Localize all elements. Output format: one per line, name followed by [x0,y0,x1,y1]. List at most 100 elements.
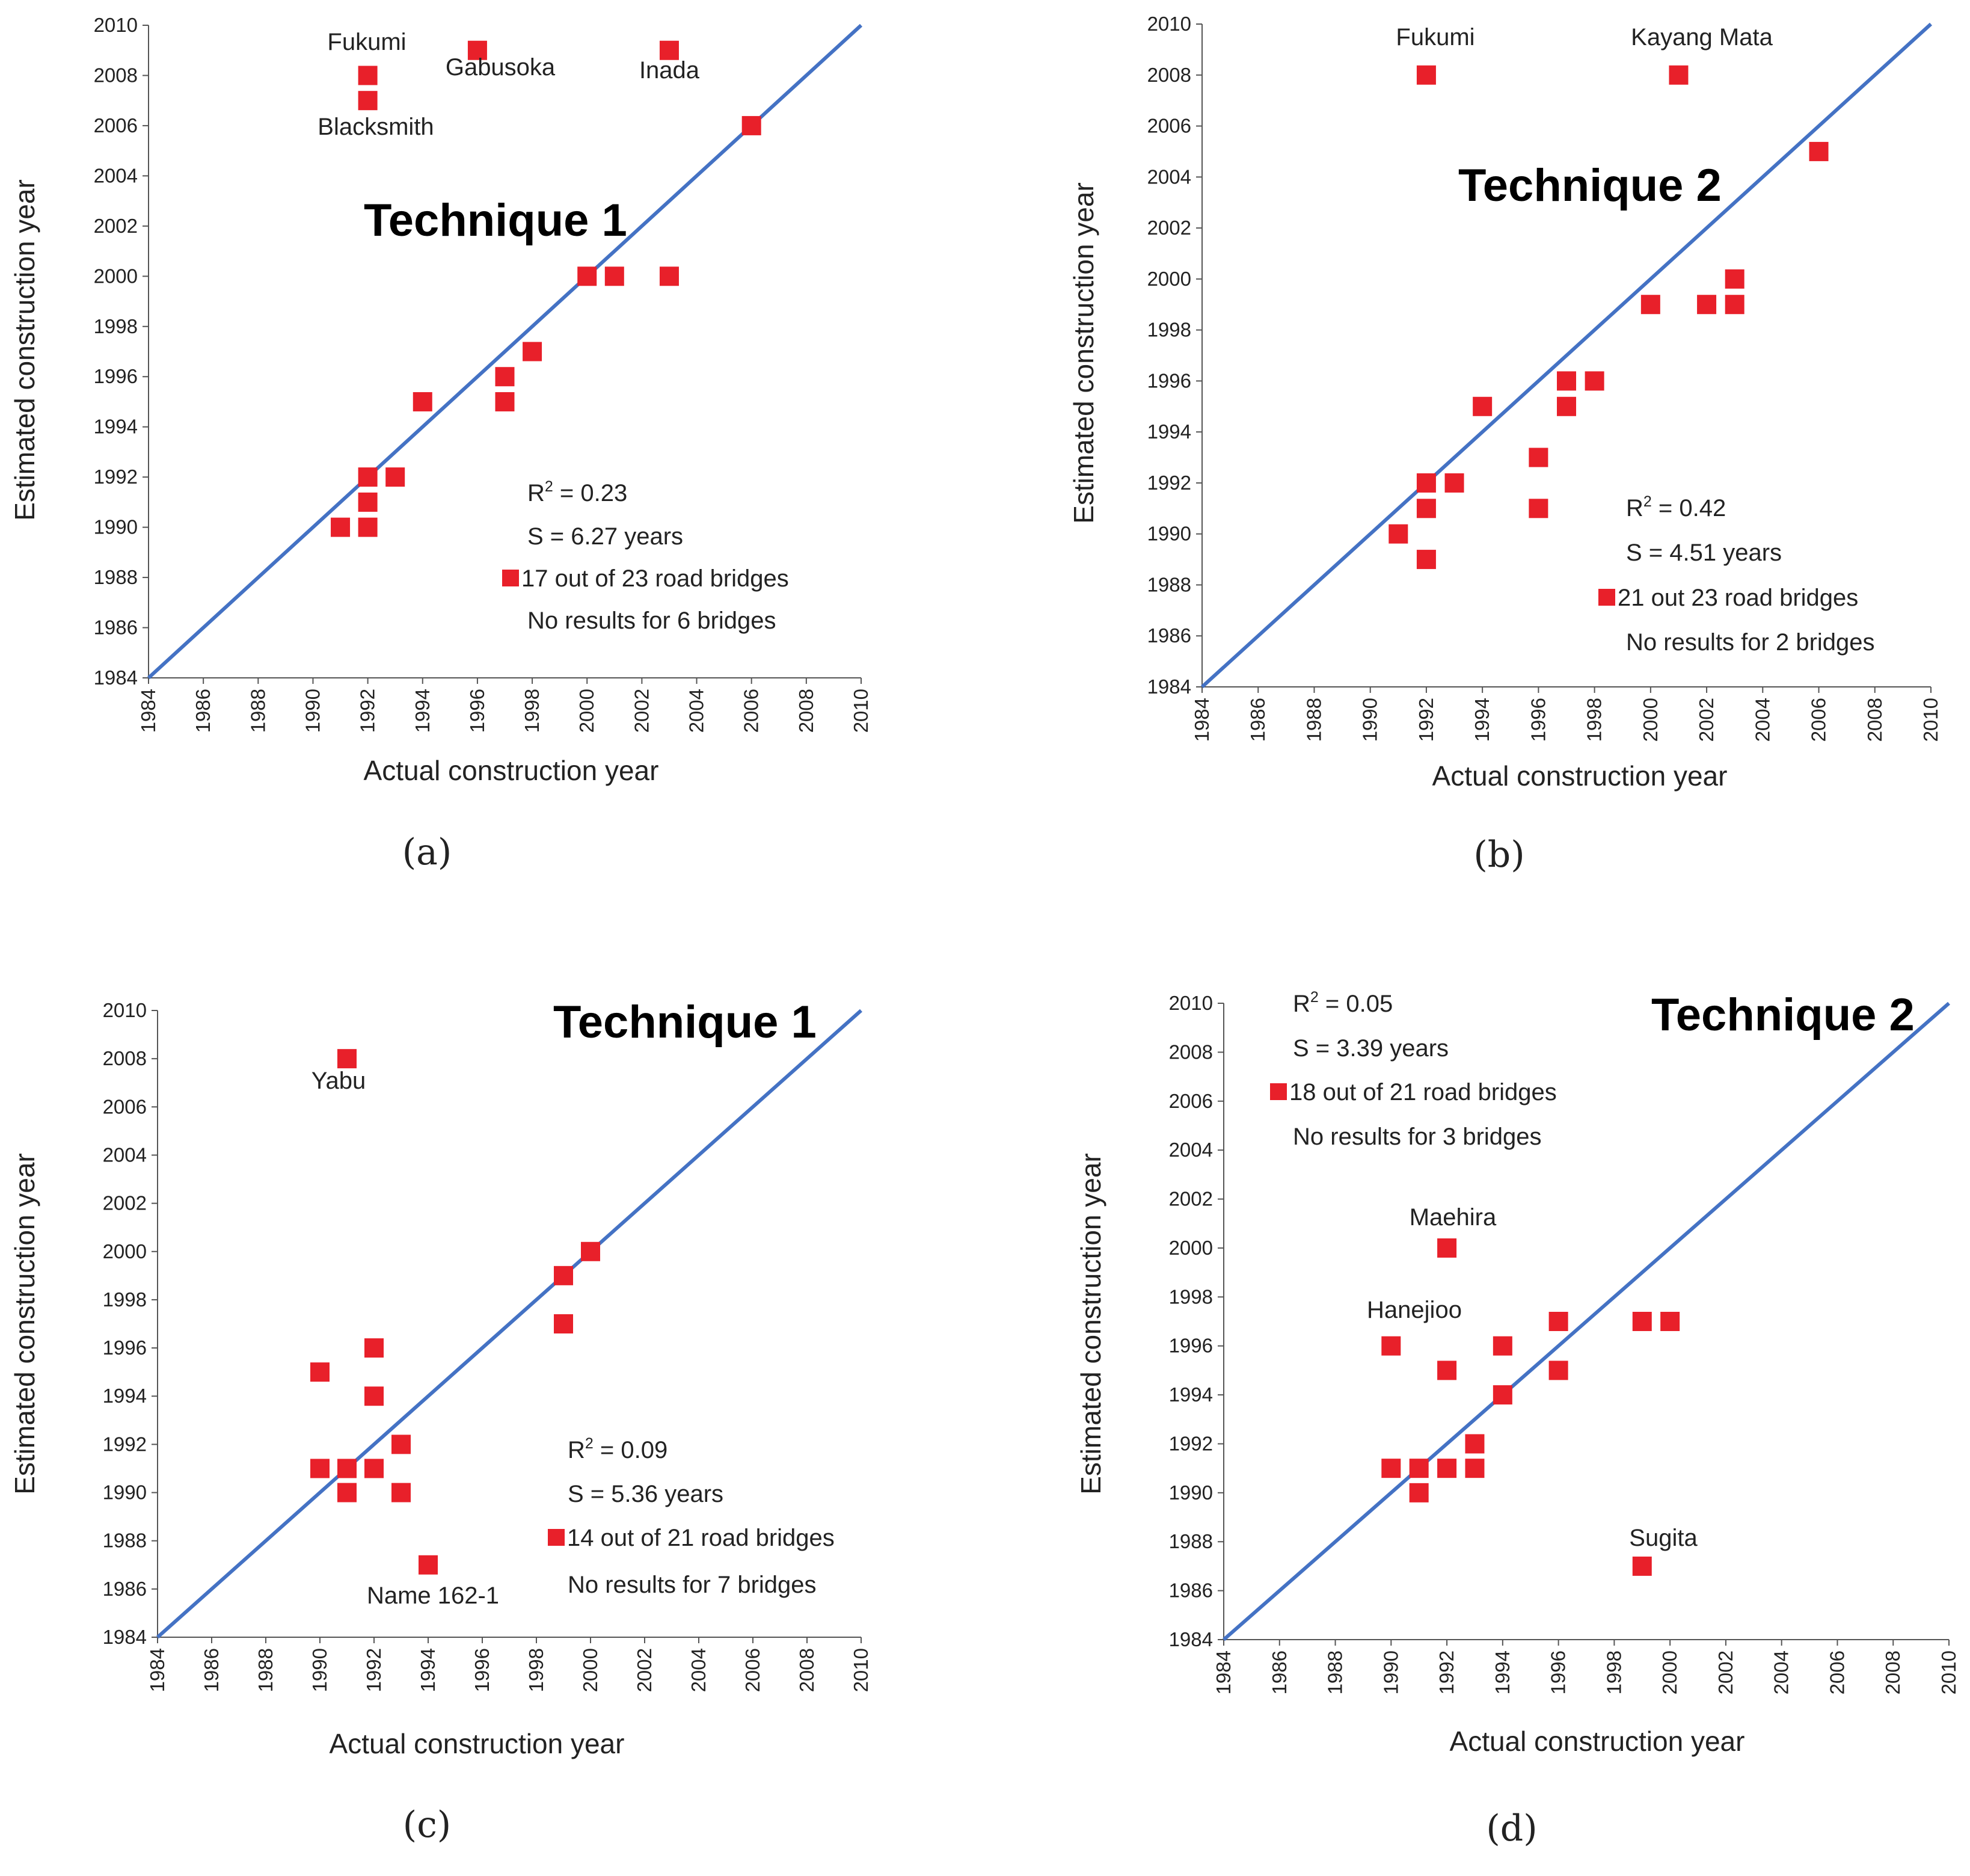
r-squared-prefix: R [1293,991,1310,1017]
y-tick-label: 2004 [1147,165,1191,188]
data-point [659,266,679,286]
x-tick-label: 2006 [741,1648,764,1692]
legend-label: 21 out 23 road bridges [1618,585,1858,611]
y-tick-label: 1986 [1169,1579,1213,1602]
data-point [331,517,351,537]
x-tick-label: 1990 [301,689,324,733]
data-point [577,266,597,286]
y-tick-label: 1986 [94,617,138,639]
data-point [358,91,378,111]
point-annotation: Hanejioo [1367,1297,1462,1323]
data-point [604,266,624,286]
x-tick-label: 1984 [1212,1650,1235,1694]
x-tick-label: 1996 [1527,698,1549,742]
legend-label: 17 out of 23 road bridges [521,565,789,592]
y-tick-label: 1992 [1169,1432,1213,1454]
y-tick-label: 1996 [94,365,138,387]
x-tick-label: 1984 [1191,698,1213,742]
y-tick-label: 1988 [103,1530,147,1552]
x-tick-label: 1994 [417,1648,439,1692]
y-tick-label: 2000 [1147,268,1191,290]
x-tick-label: 1994 [411,689,434,733]
x-tick-label: 2006 [1826,1650,1848,1694]
data-point [1389,524,1408,544]
data-point [358,467,378,487]
point-annotation: Maehira [1410,1204,1497,1231]
x-tick-label: 1996 [466,689,488,733]
chart-title: Technique 1 [364,195,627,246]
x-tick-label: 2010 [1938,1650,1960,1694]
data-point [495,392,515,411]
x-tick-label: 2002 [1714,1650,1737,1694]
panel-caption: (c) [403,1804,451,1846]
x-tick-label: 2006 [1808,698,1830,742]
data-point [337,1483,357,1502]
x-tick-label: 1996 [471,1648,493,1692]
y-axis-label: Estimated construction year [1075,1153,1106,1495]
no-results-label: No results for 2 bridges [1626,629,1875,656]
y-tick-label: 1992 [94,466,138,488]
y-tick-label: 1988 [1169,1530,1213,1552]
legend-marker [548,1529,565,1546]
y-tick-label: 1998 [94,315,138,337]
x-tick-label: 2010 [1919,698,1942,742]
x-tick-label: 1984 [146,1648,168,1692]
legend-marker [1270,1083,1287,1100]
data-point [659,40,679,60]
y-tick-label: 2010 [103,999,147,1021]
y-tick-label: 2004 [1169,1139,1213,1161]
data-point [337,1049,357,1069]
data-point [1632,1556,1652,1576]
x-tick-label: 2004 [686,689,708,733]
x-tick-label: 1986 [1247,698,1269,742]
x-tick-label: 1986 [200,1648,222,1692]
y-tick-label: 1990 [94,516,138,538]
x-tick-label: 1990 [308,1648,331,1692]
data-point [1529,447,1548,467]
data-point [1640,295,1660,315]
data-point [1585,371,1604,391]
r-squared-superscript: 2 [1310,989,1319,1006]
data-point [1416,499,1436,518]
data-point [1473,396,1493,416]
legend-label: 14 out of 21 road bridges [567,1525,835,1551]
x-tick-label: 1998 [1603,1650,1625,1694]
y-tick-label: 1996 [1169,1335,1213,1357]
legend-marker [502,570,519,586]
r-squared-value: = 0.05 [1319,991,1393,1017]
y-tick-label: 1990 [1169,1481,1213,1504]
y-axis-label: Estimated construction year [1068,182,1099,524]
data-point [1493,1336,1512,1356]
data-point [364,1338,384,1358]
r-squared-value: = 0.42 [1652,495,1726,521]
no-results-label: No results for 6 bridges [527,607,776,634]
standard-error-label: S = 3.39 years [1293,1035,1449,1062]
x-tick-label: 1990 [1379,1650,1402,1694]
data-point [310,1459,330,1478]
r-squared-label: R2 = 0.09 [568,1435,667,1463]
y-tick-label: 1994 [94,416,138,438]
x-axis-label: Actual construction year [1450,1726,1745,1757]
x-tick-label: 2002 [633,1648,655,1692]
y-tick-label: 1984 [1147,675,1191,698]
data-point [1493,1385,1512,1405]
x-tick-label: 2004 [1751,698,1773,742]
y-tick-label: 2006 [1147,115,1191,137]
y-tick-label: 2008 [1169,1041,1213,1063]
x-tick-label: 1992 [1435,1650,1458,1694]
data-point [467,40,487,60]
legend-label: 18 out of 21 road bridges [1289,1079,1557,1106]
y-tick-label: 1998 [1169,1285,1213,1308]
x-tick-label: 1988 [1303,698,1325,742]
x-tick-label: 1988 [247,689,269,733]
y-tick-label: 2004 [103,1143,147,1166]
point-annotation: Yabu [311,1068,366,1094]
r-squared-label: R2 = 0.42 [1626,493,1726,521]
no-results-label: No results for 3 bridges [1293,1124,1542,1150]
reference-line [1223,1001,1950,1641]
x-tick-label: 2004 [1770,1650,1793,1694]
r-squared-superscript: 2 [585,1435,594,1452]
x-axis-label: Actual construction year [1432,760,1728,792]
data-point [1416,65,1436,85]
